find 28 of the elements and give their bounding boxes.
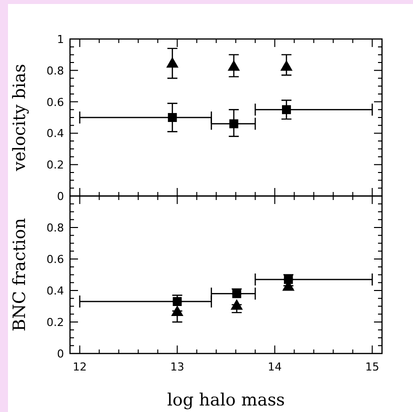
point [168, 113, 177, 122]
x-tick-label: 12 [72, 360, 87, 374]
y-tick-label: 0 [57, 190, 64, 203]
x-tick-label: 14 [268, 360, 282, 374]
x-tick-label: 13 [170, 360, 184, 374]
y-axis-title: velocity bias [10, 64, 30, 172]
point [229, 119, 238, 128]
point [282, 105, 291, 114]
y-axis-title: BNC fraction [10, 218, 30, 332]
y-tick-label: 0.6 [46, 96, 64, 109]
point [228, 60, 240, 71]
y-tick-label: 1 [57, 33, 64, 46]
x-tick-label: 15 [365, 360, 380, 374]
y-tick-label: 0.4 [46, 284, 64, 298]
point [172, 297, 182, 306]
y-tick-label: 0.8 [46, 64, 64, 78]
y-tick-label: 0 [57, 348, 64, 360]
point [280, 60, 293, 71]
y-tick-label: 0.2 [46, 158, 64, 172]
y-tick-label: 0.4 [46, 127, 64, 140]
y-tick-label: 0.6 [46, 253, 64, 266]
point [230, 299, 243, 310]
y-tick-label: 0.2 [46, 316, 64, 329]
y-tick-label: 0.8 [46, 222, 64, 234]
x-axis-title: log halo mass [167, 390, 285, 410]
point [166, 56, 178, 68]
point [232, 289, 242, 298]
point [171, 305, 184, 316]
